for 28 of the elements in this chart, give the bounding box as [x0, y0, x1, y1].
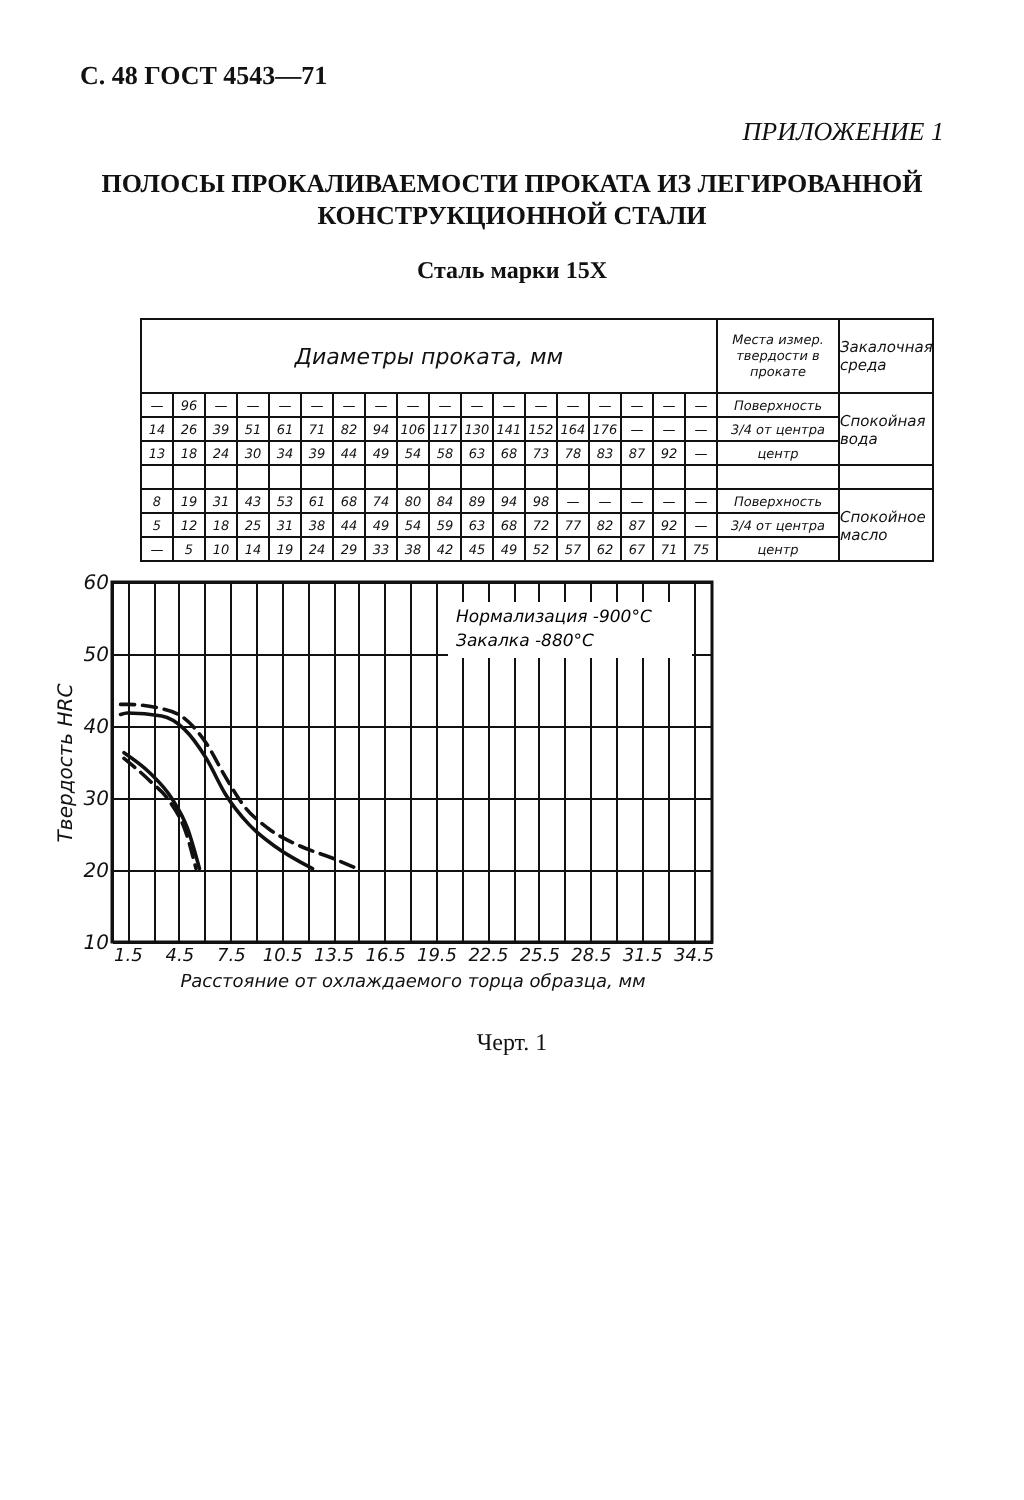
text: С. 48 ГОСТ 4543—71 [80, 60, 328, 92]
y-tick-label: 10 [83, 933, 109, 955]
chart-title: ПОЛОСЫ ПРОКАЛИВАЕМОСТИ ПРОКАТА ИЗ ЛЕГИРОВАННОЙ КОНСТРУКЦИОННОЙ СТАЛИ [99, 168, 925, 232]
y-tick-label: 20 [83, 861, 109, 883]
y-tick-label: 50 [83, 645, 109, 667]
x-tick-label: 7.5 [216, 947, 247, 967]
y-tick-label: 30 [83, 789, 109, 811]
chart-subtitle: Сталь марки 15Х [415, 256, 609, 286]
x-tick-label: 28.5 [571, 947, 612, 967]
y-axis-title: Твердость HRC [55, 683, 78, 843]
x-tick-label: 34.5 [674, 947, 715, 967]
x-tick-label: 10.5 [262, 947, 304, 967]
annotation: Нормализация -900°C [456, 608, 652, 628]
x-tick-label: 31.5 [622, 947, 664, 967]
x-tick-label: 13.5 [314, 947, 355, 967]
x-tick-label: 19.5 [416, 947, 458, 967]
x-tick-label: 1.5 [114, 947, 144, 967]
y-tick-label: 60 [83, 573, 109, 595]
x-tick-label: 25.5 [519, 947, 561, 967]
text: Диаметры проката, мм [141, 319, 717, 393]
y-tick-label: 40 [83, 717, 109, 739]
text: ПРИЛОЖЕНИЕ 1 [742, 116, 944, 148]
annotation: Закалка -880°C [456, 632, 595, 652]
x-tick-label: 16.5 [365, 947, 407, 967]
x-tick-label: 4.5 [165, 947, 195, 967]
x-axis-title: Расстояние от охлаждаемого торца образца, мм [180, 973, 647, 993]
x-tick-label: 22.5 [468, 947, 510, 967]
text: Черт. 1 [474, 1028, 550, 1058]
